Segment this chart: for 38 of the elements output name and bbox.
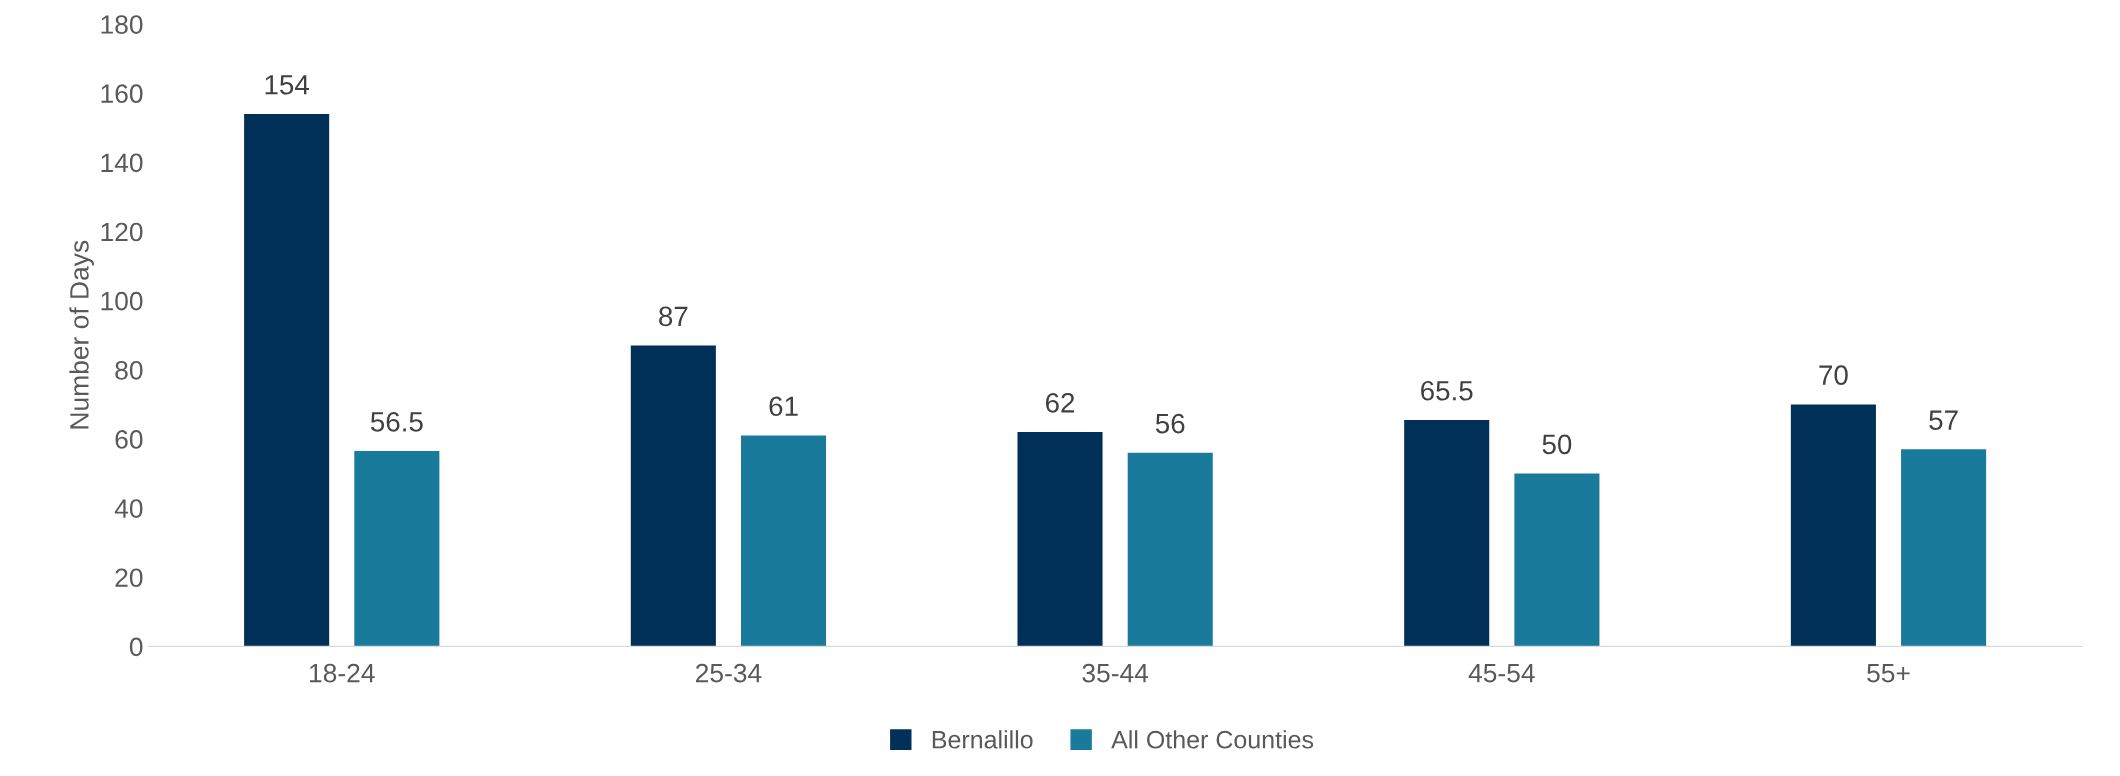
bar — [1514, 473, 1600, 647]
y-tick-label: 0 — [129, 637, 143, 657]
data-label: 57 — [1929, 410, 1958, 430]
y-tick-label: 160 — [101, 84, 143, 104]
legend-label: Bernalillo — [932, 730, 1033, 749]
bar — [1901, 449, 1987, 647]
bar — [1017, 432, 1103, 647]
bar — [630, 345, 716, 647]
y-axis-title: Number of Days — [69, 240, 94, 429]
y-tick-label: 80 — [115, 360, 143, 380]
data-label: 70 — [1819, 365, 1848, 385]
y-tick-label: 100 — [101, 291, 143, 311]
data-label: 50 — [1542, 434, 1572, 455]
x-tick-label: 18-24 — [310, 663, 375, 683]
y-tick-label: 20 — [115, 568, 143, 588]
x-tick-label: 25-34 — [696, 663, 762, 683]
bar — [741, 435, 827, 647]
bar — [1790, 404, 1876, 647]
y-tick-label: 120 — [101, 222, 143, 242]
bar — [354, 451, 440, 647]
bar — [1404, 419, 1490, 647]
data-label: 61 — [769, 396, 798, 417]
data-label: 65.5 — [1421, 380, 1473, 401]
y-tick-label: 140 — [101, 153, 143, 173]
data-label: 154 — [265, 75, 309, 95]
x-tick-label: 55+ — [1867, 664, 1910, 683]
bar — [1127, 452, 1213, 647]
y-tick-label: 60 — [115, 430, 143, 449]
y-tick-label: 40 — [114, 499, 143, 518]
y-tick-label: 180 — [101, 15, 143, 34]
legend-label: All Other Counties — [1111, 730, 1314, 749]
bar — [244, 113, 330, 647]
x-tick-label: 35-44 — [1082, 663, 1149, 683]
data-label: 87 — [659, 306, 688, 327]
x-tick-label: 45-54 — [1468, 664, 1535, 683]
data-label: 56 — [1155, 413, 1185, 434]
data-label: 56.5 — [370, 412, 423, 432]
data-label: 62 — [1045, 392, 1075, 413]
